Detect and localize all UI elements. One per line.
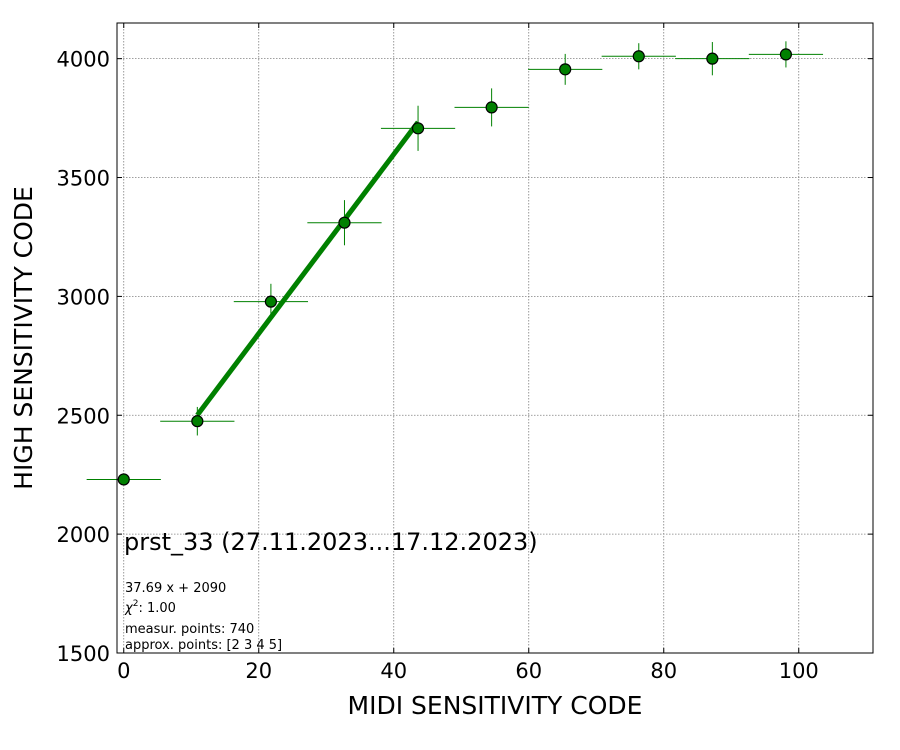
fit-layer <box>195 120 421 417</box>
point-marker <box>264 295 277 308</box>
data-point <box>454 88 529 127</box>
data-point <box>675 42 750 76</box>
point-marker <box>706 52 719 65</box>
x-tick-label: 80 <box>650 659 677 683</box>
data-point <box>748 41 824 68</box>
data-point <box>233 283 309 320</box>
y-axis-label: HIGH SENSITIVITY CODE <box>9 186 38 490</box>
points-layer <box>86 41 824 486</box>
y-tick-label: 4000 <box>57 48 110 72</box>
dataset-label: prst_33 (27.11.2023...17.12.2023) <box>124 528 538 556</box>
x-tick-label: 40 <box>380 659 407 683</box>
point-marker <box>559 63 572 76</box>
x-tick-label: 60 <box>515 659 542 683</box>
y-tick-label: 2500 <box>57 404 110 428</box>
data-point <box>601 43 676 70</box>
x-axis-label: MIDI SENSITIVITY CODE <box>348 691 643 720</box>
point-marker <box>338 216 351 229</box>
measur-points: measur. points: 740 <box>125 622 254 637</box>
point-marker <box>191 415 204 428</box>
data-point <box>86 473 161 486</box>
data-point <box>160 406 235 436</box>
fit-equation: 37.69 x + 2090 <box>125 581 226 596</box>
point-marker <box>632 50 645 63</box>
plot-frame <box>116 22 874 654</box>
x-tick-label: 20 <box>245 659 272 683</box>
y-tick-label: 3000 <box>57 285 110 309</box>
y-tick-label: 2000 <box>57 523 110 547</box>
data-point <box>307 200 382 246</box>
fit-line <box>195 120 421 417</box>
x-tick-label: 0 <box>117 659 130 683</box>
data-point <box>528 53 603 85</box>
ticks: 0 20 40 60 80 100 1500 2000 2500 3000 3500 4000 <box>57 23 873 683</box>
point-marker <box>779 48 793 61</box>
y-tick-label: 1500 <box>57 642 110 666</box>
chi-superscript: 2 <box>133 599 139 609</box>
chi-value: : 1.00 <box>138 601 175 616</box>
y-tick-label: 3500 <box>57 167 110 191</box>
data-point <box>380 105 456 151</box>
point-marker <box>485 101 498 114</box>
chi-symbol: χ <box>124 601 134 616</box>
point-marker <box>117 473 130 486</box>
approx-points: approx. points: [2 3 4 5] <box>125 638 282 653</box>
x-tick-label: 100 <box>779 659 819 683</box>
point-marker <box>411 122 425 135</box>
chi-square: χ2: 1.00 <box>124 599 176 616</box>
